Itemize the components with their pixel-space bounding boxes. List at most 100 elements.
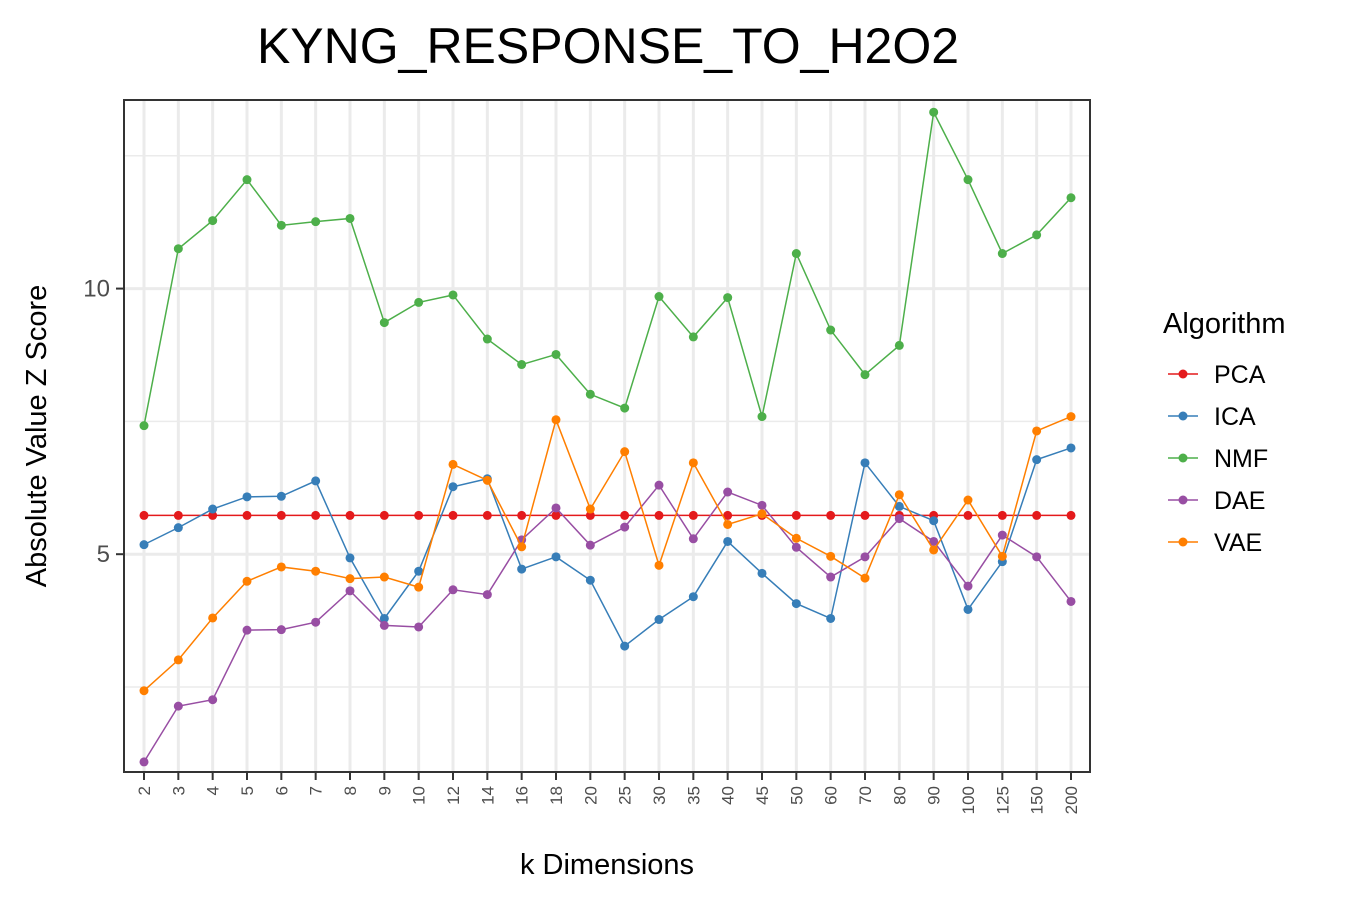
chart-title: KYNG_RESPONSE_TO_H2O2	[257, 18, 959, 74]
x-tick-label: 30	[650, 786, 669, 805]
ica-point	[1066, 443, 1076, 453]
nmf-point	[345, 213, 355, 223]
dae-point	[311, 617, 321, 627]
vae-point	[654, 560, 664, 570]
ica-point	[208, 504, 218, 514]
x-tick-label: 100	[959, 786, 978, 814]
pca-point	[276, 510, 286, 520]
vae-point	[723, 519, 733, 529]
nmf-point	[1032, 230, 1042, 240]
ica-point	[620, 641, 630, 651]
legend-key-point	[1178, 495, 1188, 505]
vae-point	[894, 490, 904, 500]
vae-point	[1066, 412, 1076, 422]
nmf-point	[311, 217, 321, 227]
nmf-point	[173, 244, 183, 254]
ica-point	[517, 564, 527, 574]
ica-point	[173, 523, 183, 533]
y-axis-title: Absolute Value Z Score	[21, 285, 53, 588]
x-tick-label: 3	[169, 786, 188, 795]
y-tick-label: 10	[83, 276, 110, 303]
pca-point	[860, 510, 870, 520]
x-tick-label: 150	[1028, 786, 1047, 814]
dae-point	[242, 625, 252, 635]
nmf-point	[929, 107, 939, 117]
x-tick-label: 70	[856, 786, 875, 805]
pca-point	[585, 510, 595, 520]
ica-point	[894, 501, 904, 511]
dae-point	[894, 514, 904, 524]
x-tick-label: 9	[375, 786, 394, 795]
x-tick-label: 2	[135, 786, 154, 795]
vae-point	[929, 545, 939, 555]
ica-point	[276, 491, 286, 501]
nmf-point	[448, 290, 458, 300]
series-layer	[139, 107, 1076, 767]
x-tick-label: 14	[478, 786, 497, 805]
ica-point	[311, 476, 321, 486]
y-axis: 5 10	[83, 276, 124, 568]
nmf-point	[482, 334, 492, 344]
legend-label: VAE	[1214, 529, 1262, 557]
vae-point	[826, 551, 836, 561]
legend-key-point	[1178, 537, 1188, 547]
plot-area	[124, 100, 1090, 772]
x-tick-label: 12	[444, 786, 463, 805]
ica-point	[448, 482, 458, 492]
legend-label: NMF	[1214, 445, 1268, 473]
dae-point	[620, 522, 630, 532]
vae-point	[448, 459, 458, 469]
nmf-series	[139, 107, 1076, 431]
legend-key-point	[1178, 369, 1188, 379]
vae-point	[551, 415, 561, 425]
dae-line	[143, 483, 1072, 763]
pca-point	[1032, 510, 1042, 520]
nmf-point	[620, 403, 630, 413]
ica-point	[860, 458, 870, 468]
x-tick-label: 20	[581, 786, 600, 805]
vae-point	[997, 551, 1007, 561]
dae-point	[1066, 596, 1076, 606]
x-tick-label: 6	[272, 786, 291, 795]
vae-line	[143, 415, 1072, 692]
legend-label: PCA	[1214, 361, 1266, 389]
pca-point	[482, 510, 492, 520]
x-tick-label: 10	[410, 786, 429, 805]
ica-point	[242, 492, 252, 502]
legend-title: Algorithm	[1163, 308, 1286, 340]
x-tick-label: 4	[204, 786, 223, 795]
dae-point	[208, 695, 218, 705]
nmf-point	[826, 325, 836, 335]
x-tick-label: 80	[890, 786, 909, 805]
dae-point	[929, 536, 939, 546]
pca-point	[654, 510, 664, 520]
ica-point	[139, 540, 149, 550]
pca-point	[414, 510, 424, 520]
vae-point	[688, 458, 698, 468]
ica-point	[963, 604, 973, 614]
vae-point	[482, 475, 492, 485]
legend-item-vae: VAE	[1168, 529, 1262, 557]
dae-point	[414, 622, 424, 632]
dae-point	[791, 542, 801, 552]
pca-point	[139, 510, 149, 520]
legend-key-point	[1178, 453, 1188, 463]
pca-point	[208, 510, 218, 520]
vae-point	[379, 572, 389, 582]
x-tick-label: 45	[753, 786, 772, 805]
vae-point	[173, 655, 183, 665]
pca-series	[139, 510, 1076, 520]
x-tick-label: 35	[684, 786, 703, 805]
pca-point	[1066, 510, 1076, 520]
ica-point	[1032, 455, 1042, 465]
vae-series	[139, 412, 1076, 696]
dae-point	[963, 581, 973, 591]
ica-point	[826, 613, 836, 623]
x-tick-label: 7	[307, 786, 326, 795]
pca-point	[311, 510, 321, 520]
x-axis-title: k Dimensions	[520, 849, 694, 881]
nmf-point	[723, 293, 733, 303]
dae-point	[276, 625, 286, 635]
ica-point	[688, 592, 698, 602]
